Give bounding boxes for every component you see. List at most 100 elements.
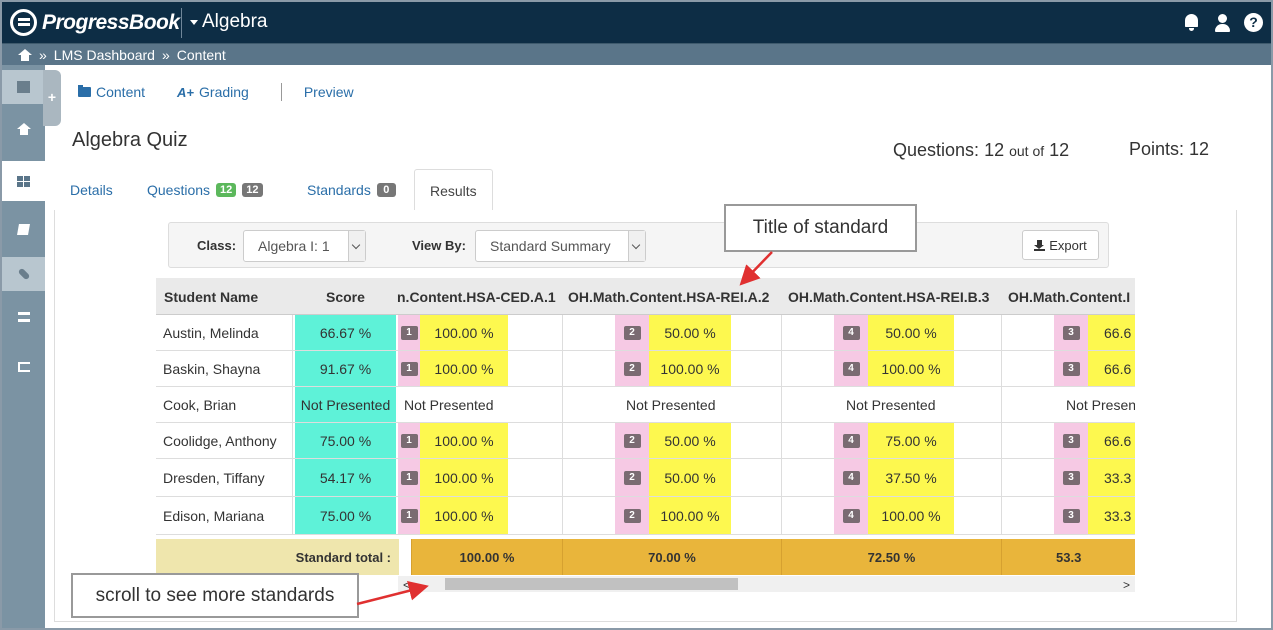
header-standard-1[interactable]: n.Content.HSA-CED.A.1 xyxy=(397,289,556,305)
count-cell: 3 xyxy=(1054,459,1088,496)
questions-badge-green: 12 xyxy=(216,183,237,197)
progressbook-logo-icon xyxy=(10,9,37,36)
table-row: Austin, Melinda 66.67 % 1 100.00 % 2 50.… xyxy=(156,315,1135,351)
brand-logo[interactable]: ProgressBook xyxy=(10,9,180,36)
view-by-select[interactable]: Standard Summary xyxy=(475,230,646,262)
points-value: 12 xyxy=(1189,139,1210,159)
scroll-right-button[interactable]: > xyxy=(1122,578,1130,592)
bell-icon[interactable] xyxy=(1182,13,1201,32)
sidebar-item-home[interactable] xyxy=(2,112,45,146)
count-cell: 3 xyxy=(1054,315,1088,350)
question-count-badge: 3 xyxy=(1062,361,1080,376)
sign-out-icon xyxy=(17,362,30,372)
header-standard-4[interactable]: OH.Math.Content.I xyxy=(1008,289,1131,305)
tab-results[interactable]: Results xyxy=(414,169,493,212)
student-name: Coolidge, Anthony xyxy=(163,432,277,449)
breadcrumb: » LMS Dashboard » Content xyxy=(2,43,1271,65)
percent-cell: 66.6 xyxy=(1088,351,1135,386)
question-count-badge: 4 xyxy=(842,361,860,376)
percent-cell: 33.3 xyxy=(1088,497,1135,534)
table-row: Edison, Mariana 75.00 % 1 100.00 % 2 100… xyxy=(156,497,1135,535)
not-presented-cell: Not Presen xyxy=(1066,396,1135,413)
standard-total-cell: 70.00 % xyxy=(562,539,781,575)
score-cell: 75.00 % xyxy=(295,497,396,534)
help-icon[interactable]: ? xyxy=(1244,13,1263,32)
count-cell: 2 xyxy=(615,351,649,386)
course-selector[interactable]: Algebra xyxy=(190,11,268,33)
header-standard-2[interactable]: OH.Math.Content.HSA-REI.A.2 xyxy=(568,289,770,305)
course-name: Algebra xyxy=(202,11,268,32)
breadcrumb-separator: » xyxy=(161,46,170,63)
view-by-select-value: Standard Summary xyxy=(490,238,611,254)
question-count-badge: 1 xyxy=(400,361,418,376)
sidebar xyxy=(2,65,45,628)
callout-title-of-standard: Title of standard xyxy=(724,204,917,252)
tab-standards-label: Standards xyxy=(307,182,371,198)
sidebar-item-links[interactable] xyxy=(2,257,45,291)
student-name: Baskin, Shayna xyxy=(163,360,261,377)
sidebar-item-hierarchy[interactable] xyxy=(2,300,45,334)
link-icon xyxy=(17,267,30,281)
breadcrumb-content[interactable]: Content xyxy=(176,46,226,63)
preview-link[interactable]: Preview xyxy=(303,84,354,100)
percent-cell: 33.3 xyxy=(1088,459,1135,496)
header-standard-3[interactable]: OH.Math.Content.HSA-REI.B.3 xyxy=(788,289,990,305)
count-cell: 2 xyxy=(615,459,649,496)
content-link[interactable]: Content xyxy=(78,84,145,100)
horizontal-scrollbar[interactable]: < > xyxy=(398,576,1135,592)
question-count-badge: 2 xyxy=(623,470,641,485)
standard-total-cell: 72.50 % xyxy=(781,539,1001,575)
download-icon xyxy=(1034,239,1046,251)
home-icon[interactable] xyxy=(18,48,32,61)
user-icon[interactable] xyxy=(1213,13,1232,32)
score-cell: 75.00 % xyxy=(295,423,396,458)
grading-link-label: Grading xyxy=(199,84,249,100)
tab-details[interactable]: Details xyxy=(70,182,113,198)
tab-questions-label: Questions xyxy=(147,182,211,198)
question-count-badge: 3 xyxy=(1062,508,1080,523)
breadcrumb-lms-dashboard[interactable]: LMS Dashboard xyxy=(53,46,155,63)
tab-questions[interactable]: Questions 12 12 xyxy=(147,169,263,211)
count-cell: 4 xyxy=(834,351,868,386)
book-icon xyxy=(17,223,30,235)
standard-total-label: Standard total : xyxy=(156,539,399,575)
count-cell: 1 xyxy=(398,497,420,534)
percent-cell: 100.00 % xyxy=(420,315,508,350)
content-link-label: Content xyxy=(96,84,146,100)
count-cell: 2 xyxy=(615,315,649,350)
grade-icon: A+ xyxy=(177,84,195,100)
sidebar-expand-button[interactable]: + xyxy=(43,70,61,126)
grading-link[interactable]: A+ Grading xyxy=(177,84,249,100)
count-cell: 2 xyxy=(615,423,649,458)
scrollbar-thumb[interactable] xyxy=(445,578,738,590)
sidebar-item-signout[interactable] xyxy=(2,350,45,384)
question-count-badge: 1 xyxy=(400,508,418,523)
score-cell: 66.67 % xyxy=(295,315,396,350)
score-cell: 91.67 % xyxy=(295,351,396,386)
sidebar-item-calendar[interactable] xyxy=(2,70,45,104)
class-select[interactable]: Algebra I: 1 xyxy=(243,230,366,262)
class-select-value: Algebra I: 1 xyxy=(258,238,330,254)
percent-cell: 66.6 xyxy=(1088,315,1135,350)
scroll-left-button[interactable]: < xyxy=(403,578,411,592)
header-student-name[interactable]: Student Name xyxy=(164,289,259,305)
percent-cell: 37.50 % xyxy=(868,459,954,496)
column-divider xyxy=(292,315,293,535)
standard-total-cell: 100.00 % xyxy=(411,539,562,575)
export-button[interactable]: Export xyxy=(1022,230,1099,260)
column-divider xyxy=(562,315,563,535)
sidebar-item-book[interactable] xyxy=(2,212,45,246)
brand-name: ProgressBook xyxy=(42,10,180,34)
callout-scroll-hint: scroll to see more standards xyxy=(71,573,359,618)
sitemap-icon xyxy=(17,312,30,322)
header-score[interactable]: Score xyxy=(326,289,365,305)
table-header: Student Name Score n.Content.HSA-CED.A.1… xyxy=(156,278,1135,315)
tab-standards[interactable]: Standards 0 xyxy=(307,169,396,211)
chevron-down-icon xyxy=(348,231,365,261)
topbar-divider xyxy=(181,8,182,38)
percent-cell: 100.00 % xyxy=(420,423,508,458)
table-row: Dresden, Tiffany 54.17 % 1 100.00 % 2 50… xyxy=(156,459,1135,497)
percent-cell: 100.00 % xyxy=(868,497,954,534)
count-cell: 1 xyxy=(398,351,420,386)
sidebar-item-dashboard[interactable] xyxy=(2,161,45,201)
